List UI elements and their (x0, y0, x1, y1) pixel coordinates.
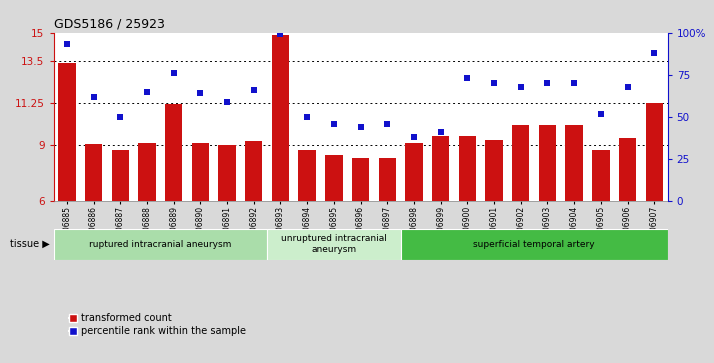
Bar (378, 158, 396, 201)
Bar (59, 63, 76, 201)
Point (381, 121, 393, 127)
Bar (191, 143, 209, 201)
Point (595, 111, 607, 117)
Text: ruptured intracranial aneurysm: ruptured intracranial aneurysm (89, 240, 231, 249)
Bar (406, 143, 423, 201)
Point (301, 114, 313, 120)
Bar (458, 136, 476, 201)
Bar (325, 155, 343, 201)
Bar (139, 143, 156, 201)
Bar (298, 150, 316, 201)
Point (141, 89, 153, 95)
Bar (512, 125, 529, 201)
Bar (486, 139, 503, 201)
Text: GDS5186 / 25923: GDS5186 / 25923 (54, 18, 164, 31)
Point (88, 94, 99, 100)
Point (248, 87, 259, 93)
Bar (565, 125, 583, 201)
Point (435, 129, 446, 135)
Point (488, 80, 500, 86)
Legend: transformed count, percentile rank within the sample: transformed count, percentile rank withi… (66, 309, 250, 340)
Point (168, 70, 179, 76)
Point (542, 80, 553, 86)
Point (114, 114, 126, 120)
Point (462, 76, 473, 81)
Point (328, 121, 340, 127)
Point (61, 42, 73, 48)
Bar (218, 145, 236, 201)
Bar (592, 150, 610, 201)
Text: unruptured intracranial
aneurysm: unruptured intracranial aneurysm (281, 234, 387, 254)
Bar (111, 150, 129, 201)
Text: tissue ▶: tissue ▶ (10, 239, 50, 249)
Point (355, 124, 366, 130)
Point (622, 84, 633, 90)
Text: superficial temporal artery: superficial temporal artery (473, 240, 595, 249)
Bar (245, 142, 263, 201)
Bar (401, 229, 668, 260)
Bar (272, 34, 289, 201)
Bar (352, 158, 369, 201)
Point (648, 50, 660, 56)
Bar (54, 229, 267, 260)
Bar (267, 229, 401, 260)
Point (195, 90, 206, 96)
Point (515, 84, 526, 90)
Bar (432, 136, 449, 201)
Point (221, 99, 233, 105)
Point (275, 32, 286, 37)
Bar (165, 104, 182, 201)
Bar (645, 103, 663, 201)
Bar (539, 125, 556, 201)
Point (568, 80, 580, 86)
Point (408, 134, 420, 140)
Bar (85, 144, 102, 201)
Bar (619, 138, 636, 201)
